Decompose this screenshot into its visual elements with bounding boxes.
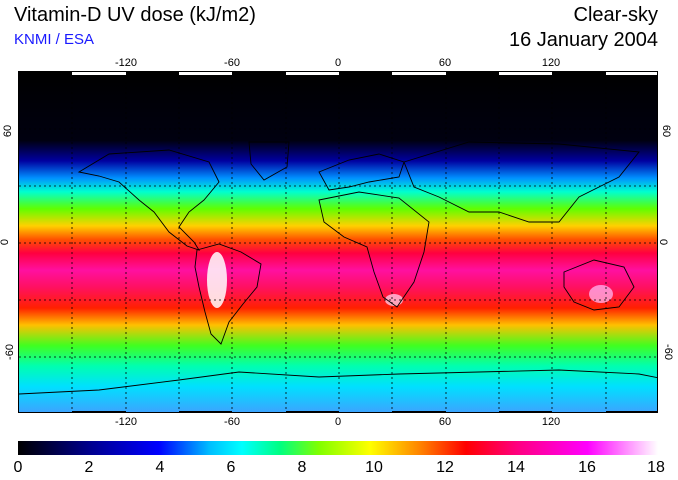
frame-tick-marks-bottom [72,411,657,412]
europe-coast [318,153,405,191]
graticule [19,72,657,412]
lon-tick-bottom: -120 [114,416,138,428]
dose-field [19,72,657,412]
map-title: Vitamin-D UV dose (kJ/m2) [14,4,256,26]
australia-coast [563,259,635,311]
colorbar-tick: 12 [436,459,454,476]
frame-tick-marks [72,72,657,75]
africa-coast [318,191,430,308]
north-america-coast [77,149,220,251]
colorbar [18,441,658,455]
colorbar-tick: 10 [365,459,383,476]
lon-tick-bottom: 60 [438,416,452,428]
lon-tick-top: -120 [114,57,138,69]
date-label: 16 January 2004 [508,29,658,51]
colorbar-tick: 0 [13,459,23,476]
map-canvas [19,72,657,412]
lat-tick-right: 60 [660,124,673,138]
lon-tick-top: 0 [334,57,342,69]
lon-tick-bottom: 120 [541,416,561,428]
asia-coast [403,141,640,223]
colorbar-tick: 18 [647,459,665,476]
andes-hotspot [207,252,227,308]
greenland-coast [248,141,290,181]
lat-tick-left: -60 [3,344,16,360]
sky-condition-label: Clear-sky [573,4,658,26]
lat-tick-right: -60 [661,344,674,360]
lon-tick-top: 60 [438,57,452,69]
uv-dose-map [18,71,658,413]
lat-tick-left: 60 [2,124,15,138]
lon-tick-top: -60 [224,57,240,69]
lon-tick-bottom: 0 [334,416,342,428]
colorbar-tick: 16 [578,459,596,476]
colorbar-tick: 4 [155,459,165,476]
colorbar-tick: 14 [507,459,525,476]
antarctica-coast [19,369,657,395]
colorbar-tick: 6 [226,459,236,476]
colorbar-tick: 8 [297,459,307,476]
australia-hotspot [589,285,613,303]
lat-tick-left: 0 [0,238,12,246]
lat-tick-right: 0 [657,238,670,246]
lon-tick-top: 120 [541,57,561,69]
lon-tick-bottom: -60 [224,416,240,428]
colorbar-gradient [18,441,658,455]
credit-label: KNMI / ESA [14,31,95,48]
south-america-coast [194,243,262,345]
coastlines [19,141,657,395]
colorbar-tick: 2 [84,459,94,476]
